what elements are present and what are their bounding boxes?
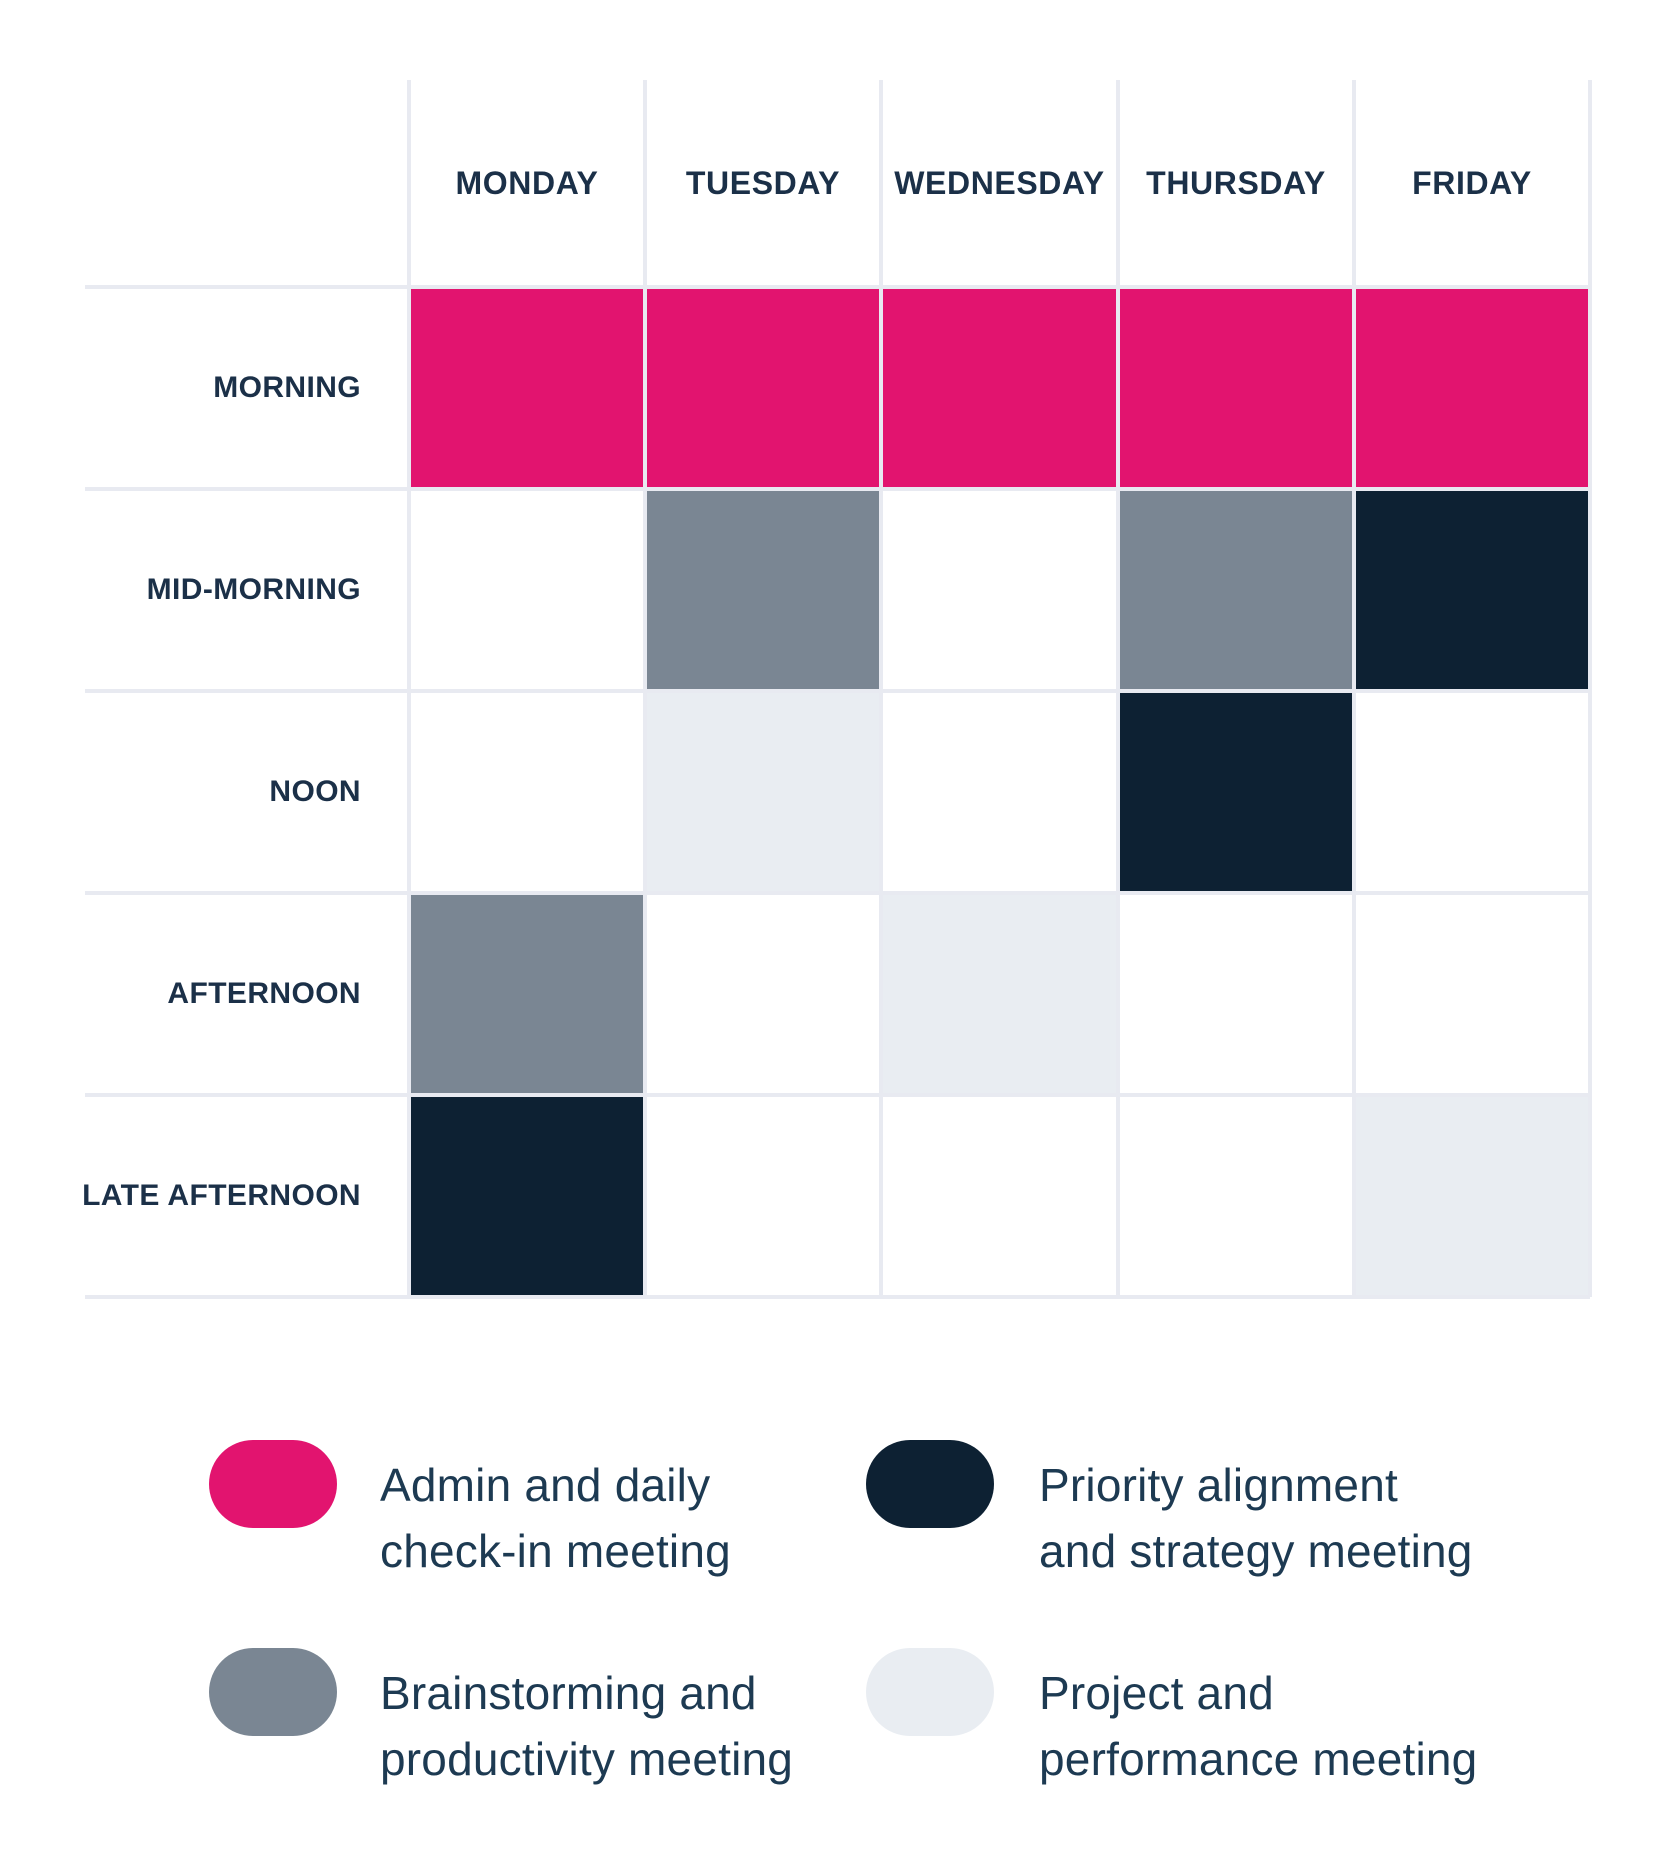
legend-swatch-priority <box>866 1440 994 1528</box>
legend-label-project: Project and performance meeting <box>1039 1667 1478 1785</box>
day-header-wednesday: WEDNESDAY <box>894 165 1105 201</box>
schedule-cell-monday-morning <box>411 289 643 487</box>
schedule-cell-monday-late-afternoon <box>411 1097 643 1295</box>
legend-swatch-project <box>866 1648 994 1736</box>
time-label-late-afternoon: LATE AFTERNOON <box>82 1179 361 1212</box>
time-label-mid-morning: MID-MORNING <box>146 573 361 606</box>
gridline-vertical <box>1352 80 1356 1297</box>
legend-swatch-brainstorm <box>209 1648 337 1736</box>
day-header-friday: FRIDAY <box>1412 165 1532 201</box>
legend-swatch-admin <box>209 1440 337 1528</box>
schedule-cell-wednesday-morning <box>883 289 1116 487</box>
schedule-cell-wednesday-afternoon <box>883 895 1116 1093</box>
gridline-horizontal <box>85 285 1590 289</box>
schedule-cell-tuesday-mid-morning <box>647 491 879 689</box>
schedule-cell-tuesday-morning <box>647 289 879 487</box>
gridline-vertical <box>879 80 883 1297</box>
schedule-cell-tuesday-noon <box>647 693 879 891</box>
schedule-cell-friday-morning <box>1356 289 1588 487</box>
gridline-vertical <box>1116 80 1120 1297</box>
legend-label-brainstorm: Brainstorming and productivity meeting <box>380 1667 794 1785</box>
schedule-cell-friday-mid-morning <box>1356 491 1588 689</box>
day-header-thursday: THURSDAY <box>1146 165 1326 201</box>
legend-label-admin: Admin and daily check-in meeting <box>380 1459 731 1577</box>
schedule-cell-thursday-mid-morning <box>1120 491 1352 689</box>
day-header-tuesday: TUESDAY <box>685 165 841 201</box>
time-label-noon: NOON <box>269 775 361 808</box>
gridline-horizontal <box>85 1295 1590 1299</box>
gridline-horizontal <box>85 891 1590 895</box>
schedule-cell-thursday-noon <box>1120 693 1352 891</box>
gridline-vertical <box>643 80 647 1297</box>
legend-label-priority: Priority alignment and strategy meeting <box>1039 1459 1473 1577</box>
gridline-horizontal <box>85 487 1590 491</box>
day-header-monday: MONDAY <box>455 165 599 201</box>
schedule-cell-monday-afternoon <box>411 895 643 1093</box>
gridline-horizontal <box>85 689 1590 693</box>
schedule-cell-thursday-morning <box>1120 289 1352 487</box>
gridline-vertical <box>1588 80 1592 1297</box>
gridline-vertical <box>407 80 411 1297</box>
time-label-afternoon: AFTERNOON <box>167 977 361 1010</box>
time-label-morning: MORNING <box>213 371 361 404</box>
schedule-cell-friday-late-afternoon <box>1356 1097 1588 1295</box>
gridline-horizontal <box>85 1093 1590 1097</box>
